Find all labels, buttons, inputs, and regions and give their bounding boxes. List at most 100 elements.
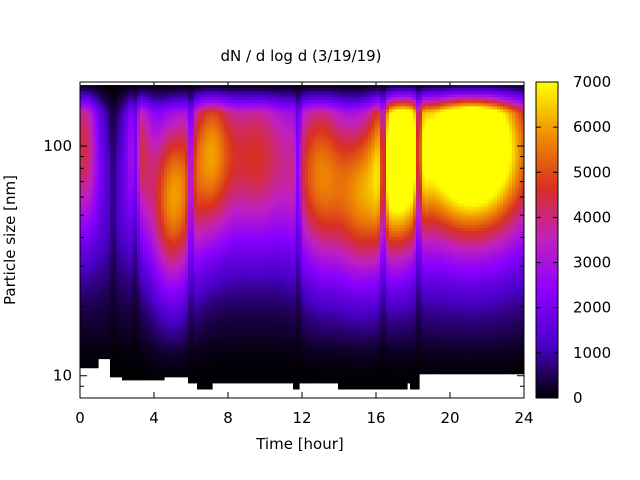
heatmap-cell — [194, 249, 198, 253]
heatmap-cell — [89, 230, 93, 235]
heatmap-cell — [167, 343, 171, 347]
heatmap-cell — [188, 170, 192, 174]
heatmap-cell — [131, 306, 135, 311]
heatmap-cell — [86, 267, 90, 271]
heatmap-cell — [98, 191, 102, 196]
heatmap-cell — [137, 376, 141, 381]
heatmap-cell — [95, 346, 99, 350]
heatmap-cell — [188, 267, 192, 271]
heatmap-cell — [116, 370, 120, 375]
heatmap-cell — [206, 249, 210, 253]
heatmap-cell — [122, 115, 126, 120]
heatmap-cell — [212, 215, 216, 220]
heatmap-cell — [131, 97, 135, 101]
heatmap-cell — [206, 112, 210, 117]
heatmap-cell — [224, 315, 228, 320]
heatmap-cell — [173, 227, 177, 232]
heatmap-cell — [83, 227, 87, 232]
heatmap-cell — [119, 300, 123, 305]
heatmap-cell — [179, 106, 183, 110]
heatmap-cell — [155, 361, 159, 366]
heatmap-cell — [176, 309, 180, 314]
heatmap-cell — [221, 85, 225, 89]
heatmap-cell — [212, 212, 216, 217]
heatmap-cell — [92, 218, 96, 223]
heatmap-cell — [149, 176, 153, 180]
heatmap-cell — [188, 151, 192, 156]
heatmap-cell — [227, 291, 231, 296]
heatmap-cell — [86, 157, 90, 162]
heatmap-cell — [215, 367, 219, 372]
heatmap-cell — [122, 212, 126, 217]
heatmap-cell — [83, 170, 87, 174]
heatmap-cell — [224, 212, 228, 217]
heatmap-cell — [110, 200, 114, 205]
heatmap-cell — [116, 142, 120, 147]
heatmap-cell — [131, 161, 135, 165]
heatmap-cell — [122, 112, 126, 117]
heatmap-cell — [158, 264, 162, 268]
heatmap-cell — [230, 227, 234, 232]
heatmap-cell — [110, 91, 114, 95]
heatmap-cell — [125, 306, 129, 311]
heatmap-cell — [110, 315, 114, 320]
heatmap-cell — [119, 194, 123, 199]
heatmap-cell — [116, 294, 120, 299]
heatmap-cell — [119, 240, 123, 244]
heatmap-cell — [167, 309, 171, 314]
heatmap-cell — [206, 230, 210, 235]
heatmap-cell — [101, 97, 105, 101]
heatmap-cell — [131, 288, 135, 293]
heatmap-cell — [170, 361, 174, 366]
heatmap-cell — [209, 309, 213, 314]
heatmap-cell — [113, 291, 117, 296]
heatmap-cell — [104, 212, 108, 217]
heatmap-cell — [233, 151, 237, 156]
heatmap-cell — [188, 334, 192, 338]
heatmap-cell — [128, 112, 132, 117]
heatmap-cell — [149, 200, 153, 205]
heatmap-cell — [104, 103, 108, 107]
heatmap-cell — [89, 267, 93, 271]
heatmap-cell — [113, 106, 117, 110]
heatmap-cell — [221, 124, 225, 129]
heatmap-cell — [101, 215, 105, 220]
heatmap-cell — [203, 270, 207, 275]
heatmap-cell — [209, 200, 213, 205]
heatmap-cell — [152, 115, 156, 120]
heatmap-cell — [152, 306, 156, 311]
heatmap-cell — [215, 233, 219, 238]
heatmap-cell — [182, 370, 186, 375]
heatmap-cell — [233, 209, 237, 214]
heatmap-cell — [140, 200, 144, 205]
heatmap-cell — [149, 121, 153, 126]
heatmap-cell — [197, 224, 201, 229]
heatmap-cell — [233, 352, 237, 357]
heatmap-cell — [158, 194, 162, 199]
heatmap-cell — [143, 352, 147, 357]
heatmap-cell — [179, 194, 183, 199]
heatmap-cell — [215, 361, 219, 366]
heatmap-cell — [122, 145, 126, 150]
heatmap-cell — [158, 151, 162, 156]
heatmap-cell — [92, 124, 96, 129]
heatmap-cell — [176, 112, 180, 117]
heatmap-cell — [191, 106, 195, 110]
heatmap-cell — [110, 167, 114, 171]
heatmap-cell — [110, 185, 114, 189]
heatmap-cell — [167, 367, 171, 372]
heatmap-cell — [125, 97, 129, 101]
heatmap-cell — [179, 291, 183, 296]
heatmap-cell — [92, 328, 96, 332]
heatmap-cell — [164, 133, 168, 138]
heatmap-cell — [92, 197, 96, 202]
heatmap-cell — [167, 325, 171, 329]
heatmap-cell — [212, 325, 216, 329]
heatmap-cell — [116, 218, 120, 223]
heatmap-cell — [176, 243, 180, 247]
heatmap-cell — [101, 185, 105, 189]
heatmap-cell — [128, 133, 132, 138]
heatmap-cell — [137, 103, 141, 107]
heatmap-cell — [134, 188, 138, 192]
heatmap-cell — [176, 233, 180, 238]
